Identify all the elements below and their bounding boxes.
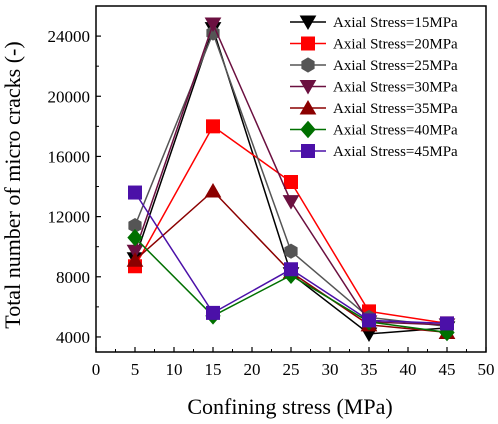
y-tick-label: 8000 [56,268,90,287]
x-tick-label: 15 [205,360,222,379]
legend-marker [299,80,317,95]
legend-marker [299,99,317,115]
legend-label: Axial Stress=25MPa [333,58,458,74]
x-tick-label: 50 [478,360,495,379]
legend-marker [301,144,315,158]
data-point [128,185,142,200]
legend-label: Axial Stress=15MPa [333,15,458,31]
data-point [127,228,143,247]
legend-entry: Axial Stress=45MPa [290,144,458,160]
x-tick-label: 45 [439,360,456,379]
x-tick-label: 20 [244,360,261,379]
legend-entry: Axial Stress=35MPa [290,99,458,117]
legend: Axial Stress=15MPa Axial Stress=20MPa Axia… [290,15,458,160]
series-line [134,189,448,334]
legend-marker [301,36,315,51]
legend-label: Axial Stress=45MPa [333,144,458,160]
data-point [204,17,222,33]
x-tick-label: 0 [92,360,101,379]
y-tick-label: 24000 [48,27,91,46]
series-7 [128,185,454,331]
legend-entry: Axial Stress=40MPa [290,120,458,139]
legend-marker [301,57,315,73]
legend-label: Axial Stress=40MPa [333,123,458,139]
data-point [362,313,376,328]
legend-label: Axial Stress=20MPa [333,37,458,53]
data-point [126,252,144,267]
legend-entry: Axial Stress=15MPa [290,15,458,31]
x-tick-label: 25 [283,360,300,379]
x-tick-label: 10 [166,360,183,379]
legend-label: Axial Stress=35MPa [333,101,458,117]
data-point [284,243,298,259]
x-tick-label: 30 [322,360,339,379]
legend-entry: Axial Stress=25MPa [290,57,458,74]
y-axis-label: Total number of micro cracks (-) [0,41,25,328]
legend-entry: Axial Stress=30MPa [290,80,458,96]
x-tick-label: 40 [400,360,417,379]
x-tick-label: 5 [131,360,140,379]
y-tick-label: 16000 [48,147,91,166]
data-point [204,183,222,198]
data-point [284,262,298,277]
series-layer [126,17,456,342]
legend-label: Axial Stress=30MPa [333,80,458,96]
legend-marker [299,15,317,31]
x-tick-label: 35 [361,360,378,379]
y-tick-label: 20000 [48,87,91,106]
data-point [206,305,220,320]
y-tick-label: 4000 [56,328,90,347]
data-point [206,119,220,134]
x-axis-label: Confining stress (MPa) [187,394,392,419]
legend-entry: Axial Stress=20MPa [290,36,458,53]
axes: 0 5 10 15 20 25 30 35 40 45 50 4000 8000 12000 16000 20… [48,5,495,379]
data-point [282,195,300,210]
data-point [440,316,454,331]
y-tick-label: 12000 [48,208,91,227]
legend-marker [300,120,316,139]
data-point [284,175,298,190]
